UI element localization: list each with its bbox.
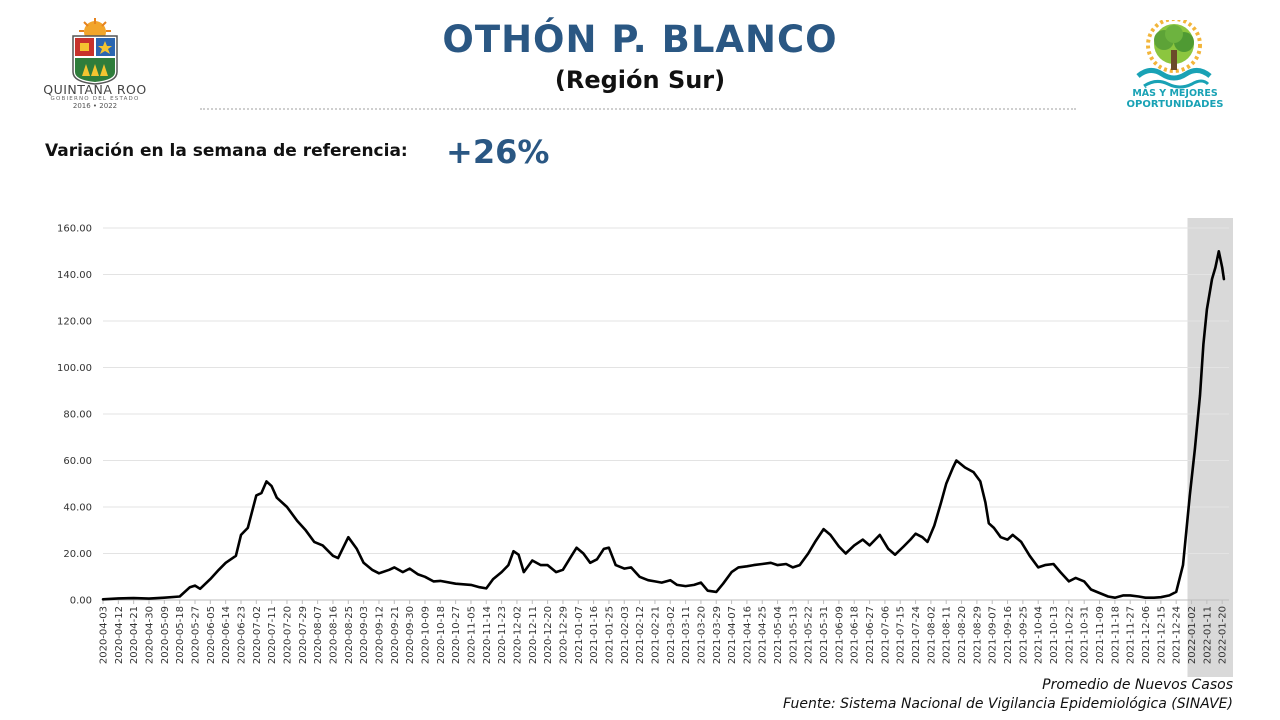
header-divider	[200, 108, 1076, 110]
x-tick-label: 2020-12-29	[558, 606, 569, 664]
x-tick-label: 2021-03-02	[666, 606, 677, 664]
x-tick-label: 2020-08-25	[344, 606, 355, 664]
x-tick-label: 2022-01-11	[1202, 606, 1213, 664]
x-tick-label: 2021-03-29	[712, 606, 723, 664]
x-tick-label: 2020-08-07	[313, 606, 324, 664]
page-subtitle: (Región Sur)	[554, 66, 726, 94]
x-tick-label: 2021-06-09	[834, 606, 845, 664]
x-tick-label: 2021-05-04	[773, 606, 784, 664]
x-tick-label: 2020-12-20	[543, 606, 554, 664]
x-tick-label: 2020-05-27	[190, 606, 201, 664]
x-tick-label: 2021-12-06	[1141, 606, 1152, 664]
x-tick-label: 2020-09-30	[405, 606, 416, 664]
x-tick-label: 2020-04-30	[144, 606, 155, 664]
x-tick-label: 2020-12-11	[528, 606, 539, 664]
x-tick-label: 2021-02-03	[620, 606, 631, 664]
x-tick-label: 2021-10-31	[1080, 606, 1091, 664]
x-tick-label: 2020-10-27	[451, 606, 462, 664]
x-tick-label: 2021-10-04	[1034, 606, 1045, 664]
series-line	[101, 249, 1226, 601]
x-tick-label: 2020-10-18	[436, 606, 447, 664]
x-tick-label: 2021-03-20	[696, 606, 707, 664]
variation-value: +26%	[446, 133, 550, 171]
x-tick-label: 2021-02-12	[635, 606, 646, 664]
logo-left-years: 2016 • 2022	[72, 102, 118, 110]
x-tick-label: 2020-04-12	[114, 606, 125, 664]
x-tick-label: 2020-07-29	[298, 606, 309, 664]
logo-right-line1: MÁS Y MEJORES	[1132, 88, 1218, 99]
x-tick-label: 2021-05-22	[804, 606, 815, 664]
x-tick-label: 2020-11-05	[466, 606, 477, 664]
x-tick-label: 2021-08-20	[957, 606, 968, 664]
x-tick-label: 2020-07-11	[267, 606, 278, 664]
y-tick-label: 20.00	[63, 549, 92, 560]
x-tick-label: 2020-11-23	[497, 606, 508, 664]
x-tick-label: 2020-11-14	[482, 606, 493, 664]
x-tick-label: 2020-09-21	[390, 606, 401, 664]
x-tick-label: 2021-11-09	[1095, 606, 1106, 664]
x-tick-label: 2020-08-16	[328, 606, 339, 664]
y-tick-label: 100.00	[57, 363, 92, 374]
x-tick-label: 2021-06-18	[850, 606, 861, 664]
cases-line-chart: 0.00 20.00 40.00 60.00 80.00 100.00 120.00 140.…	[57, 218, 1233, 677]
x-tick-label: 2021-12-15	[1156, 606, 1167, 664]
source-note: Fuente: Sistema Nacional de Vigilancia E…	[783, 696, 1233, 712]
x-tick-label: 2022-01-20	[1218, 606, 1229, 664]
page-title: OTHÓN P. BLANCO	[442, 18, 838, 61]
x-tick-label: 2021-07-24	[911, 606, 922, 664]
x-tick-label: 2021-06-27	[865, 606, 876, 664]
x-tick-label: 2021-09-16	[1003, 606, 1014, 664]
x-tick-label: 2020-04-03	[99, 606, 110, 664]
x-tick-label: 2020-09-12	[374, 606, 385, 664]
x-tick-label: 2020-06-23	[236, 606, 247, 664]
x-tick-label: 2021-08-11	[942, 606, 953, 664]
x-tick-label: 2021-03-11	[681, 606, 692, 664]
x-tick-label: 2020-05-09	[160, 606, 171, 664]
y-tick-label: 120.00	[57, 317, 92, 328]
x-tick-label: 2021-07-06	[880, 606, 891, 664]
x-tick-label: 2020-09-03	[359, 606, 370, 664]
x-tick-label: 2020-06-05	[206, 606, 217, 664]
x-tick-label: 2020-07-02	[252, 606, 263, 664]
chart-legend-note: Promedio de Nuevos Casos	[1042, 677, 1233, 693]
x-tick-label: 2021-12-24	[1172, 606, 1183, 664]
x-tick-label: 2020-07-20	[282, 606, 293, 664]
x-tick-label: 2021-05-31	[819, 606, 830, 664]
logo-left-name: QUINTANA ROO	[43, 82, 147, 97]
x-tick-label: 2021-01-25	[604, 606, 615, 664]
y-tick-label: 60.00	[63, 456, 92, 467]
logo-right-line2: OPORTUNIDADES	[1126, 99, 1224, 110]
x-tick-label: 2021-11-18	[1110, 606, 1121, 664]
y-tick-label: 40.00	[63, 503, 92, 514]
x-tick-label: 2022-01-02	[1187, 606, 1198, 664]
y-tick-label: 160.00	[57, 224, 92, 235]
x-tick-label: 2020-05-18	[175, 606, 186, 664]
y-tick-label: 0.00	[70, 596, 92, 607]
x-tick-label: 2021-09-25	[1018, 606, 1029, 664]
y-tick-label: 140.00	[57, 270, 92, 281]
x-tick-label: 2020-06-14	[221, 606, 232, 664]
x-tick-label: 2021-10-13	[1049, 606, 1060, 664]
x-tick-label: 2021-01-07	[574, 606, 585, 664]
x-tick-label: 2020-04-21	[129, 606, 140, 664]
x-tick-label: 2021-11-27	[1126, 606, 1137, 664]
x-tick-label: 2021-04-25	[758, 606, 769, 664]
x-tick-label: 2021-08-02	[926, 606, 937, 664]
x-tick-label: 2021-10-22	[1064, 606, 1075, 664]
tree-logo-icon	[1136, 20, 1212, 89]
variation-label: Variación en la semana de referencia:	[45, 141, 408, 161]
x-tick-label: 2021-08-29	[972, 606, 983, 664]
x-tick-label: 2021-01-16	[589, 606, 600, 664]
x-tick-label: 2021-09-07	[988, 606, 999, 664]
x-tick-label: 2021-05-13	[788, 606, 799, 664]
x-tick-label: 2021-07-15	[896, 606, 907, 664]
x-tick-label: 2021-04-16	[742, 606, 753, 664]
x-tick-label: 2020-10-09	[420, 606, 431, 664]
logo-left-subtitle: GOBIERNO DEL ESTADO	[50, 96, 140, 102]
x-tick-label: 2021-02-21	[650, 606, 661, 664]
x-tick-label: 2020-12-02	[512, 606, 523, 664]
quintana-roo-coat-of-arms-icon	[72, 18, 118, 85]
x-tick-label: 2021-04-07	[727, 606, 738, 664]
y-tick-label: 80.00	[63, 410, 92, 421]
